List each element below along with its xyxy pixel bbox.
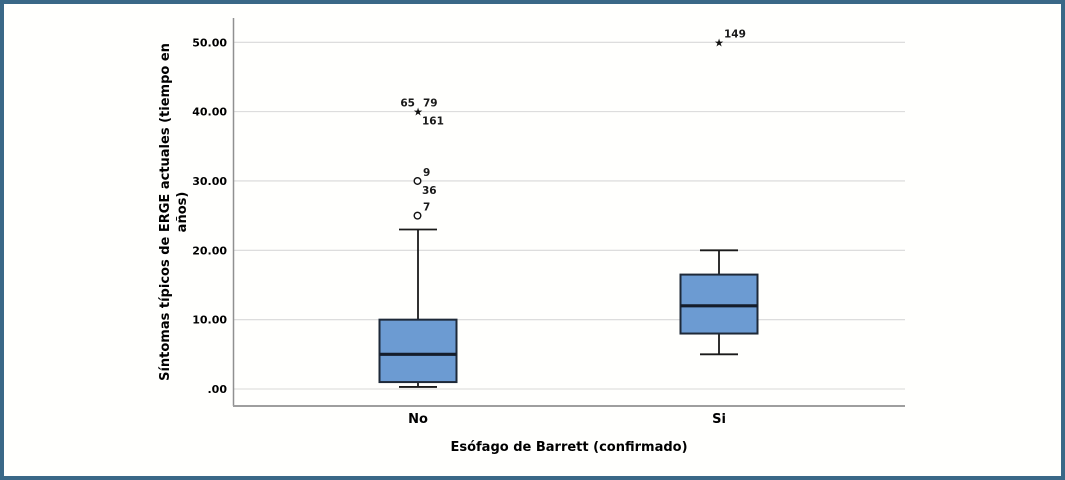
category-label: No xyxy=(408,412,428,427)
x-axis-title: Esófago de Barrett (confirmado) xyxy=(450,440,688,455)
box xyxy=(378,318,458,384)
y-axis-title-line2: años) xyxy=(175,191,190,233)
y-axis-title: Síntomas típicos de ERGE actuales (tiemp… xyxy=(157,43,191,381)
outlier-star-icon: ★ xyxy=(413,106,423,119)
outlier-star-icon: ★ xyxy=(714,36,724,49)
category-label: Si xyxy=(712,412,726,427)
outlier-label: 79 xyxy=(423,98,438,110)
outlier-label: 7 xyxy=(423,202,430,214)
y-axis-title-line1: Síntomas típicos de ERGE actuales (tiemp… xyxy=(158,43,173,381)
y-tick-label: 20.00 xyxy=(192,244,227,257)
y-tick-label: 30.00 xyxy=(192,175,227,188)
outlier-label: 65 xyxy=(400,98,415,110)
outlier-label: 36 xyxy=(422,185,437,197)
y-tick-label: 10.00 xyxy=(192,314,227,327)
y-tick-label: 40.00 xyxy=(192,106,227,119)
outlier-label: 149 xyxy=(724,28,746,40)
outlier-label: 161 xyxy=(422,116,444,128)
y-tick-label: 50.00 xyxy=(192,36,227,49)
y-tick-label: .00 xyxy=(208,383,228,396)
outlier-circle-icon xyxy=(413,211,422,220)
outlier-label: 9 xyxy=(423,167,430,179)
outlier-circle-icon xyxy=(413,176,422,185)
box xyxy=(679,273,759,335)
